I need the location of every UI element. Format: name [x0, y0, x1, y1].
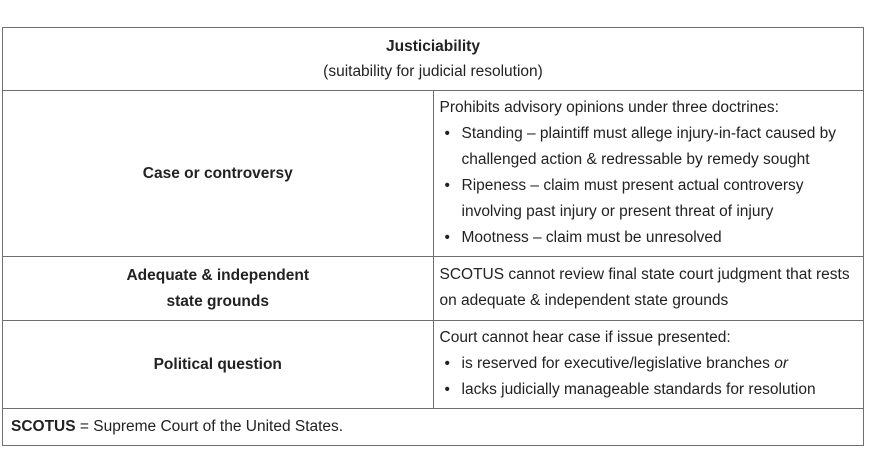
row-description-adequate-independent: SCOTUS cannot review final state court j…: [432, 256, 864, 321]
bullet-icon: •: [444, 355, 450, 372]
bullet-icon: •: [444, 125, 450, 142]
doctrine-list: • Standing – plaintiff must allege injury…: [440, 121, 858, 251]
list-item: • Standing – plaintiff must allege injury…: [445, 121, 858, 173]
row-label-line: Adequate & independent: [126, 266, 310, 284]
list-item: • Mootness – claim must be unresolved: [445, 225, 858, 251]
table-row: Case or controversy Prohibits advisory o…: [2, 90, 864, 257]
row-label-political-question: Political question: [2, 320, 434, 409]
bullet-icon: •: [444, 229, 450, 246]
table-subtitle: (suitability for judicial resolution): [323, 62, 543, 80]
list-item-emphasis: or: [774, 355, 789, 372]
list-item: • lacks judicially manageable standards f…: [445, 377, 858, 403]
list-item-text: is reserved for executive/legislative br…: [461, 355, 775, 372]
row-label-case-or-controversy: Case or controversy: [2, 90, 434, 257]
table-header-row: Justiciability (suitability for judicial…: [2, 27, 864, 91]
row-label-line: state grounds: [166, 292, 269, 310]
row-label-adequate-independent: Adequate & independent state grounds: [2, 256, 434, 321]
list-item-text: Ripeness – claim must present actual con…: [461, 177, 804, 220]
list-item-text: Mootness – claim must be unresolved: [461, 229, 722, 246]
row-description-political-question: Court cannot hear case if issue presente…: [432, 320, 864, 409]
footnote-definition: = Supreme Court of the United States.: [75, 418, 344, 435]
list-item: • is reserved for executive/legislative b…: [445, 351, 858, 377]
table-row: Political question Court cannot hear cas…: [2, 320, 864, 409]
bullet-icon: •: [444, 381, 450, 398]
row-intro: Court cannot hear case if issue presente…: [439, 329, 731, 346]
row-description-case-or-controversy: Prohibits advisory opinions under three …: [432, 90, 864, 257]
row-intro: Prohibits advisory opinions under three …: [439, 99, 779, 116]
bullet-icon: •: [444, 177, 450, 194]
table-row: Adequate & independent state grounds SCO…: [2, 256, 864, 321]
list-item: • Ripeness – claim must present actual co…: [445, 173, 858, 225]
table-footnote: SCOTUS = Supreme Court of the United Sta…: [2, 408, 864, 446]
table-title: Justiciability: [386, 37, 480, 55]
footnote-abbreviation: SCOTUS: [11, 418, 76, 435]
table-title-cell: Justiciability (suitability for judicial…: [2, 27, 864, 91]
table-footnote-row: SCOTUS = Supreme Court of the United Sta…: [2, 408, 864, 446]
condition-list: • is reserved for executive/legislative b…: [440, 351, 858, 403]
list-item-text: lacks judicially manageable standards fo…: [461, 381, 816, 398]
list-item-text: Standing – plaintiff must allege injury-…: [461, 125, 837, 168]
justiciability-table: Justiciability (suitability for judicial…: [2, 27, 864, 446]
